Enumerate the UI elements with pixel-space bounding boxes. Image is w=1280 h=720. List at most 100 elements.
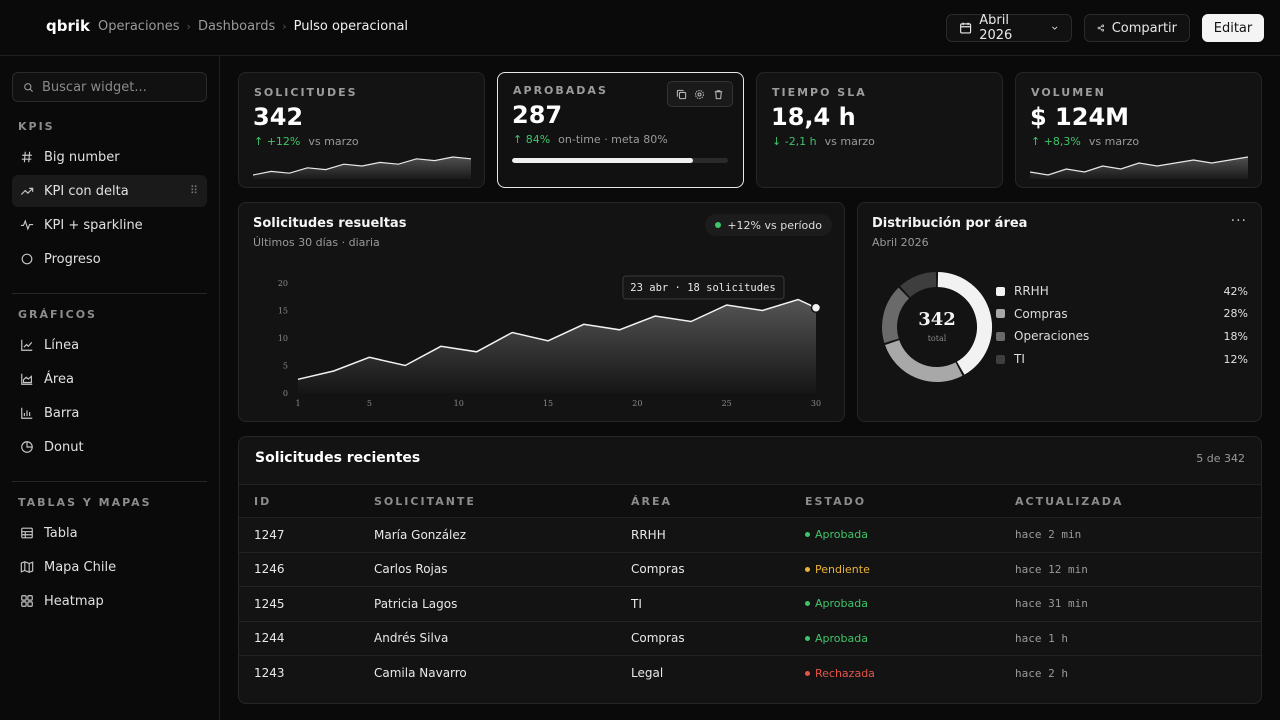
legend-item[interactable]: Compras 28% (996, 304, 1248, 324)
donut-chart[interactable]: 342 total (872, 262, 1002, 392)
donut-slice-compras[interactable] (885, 339, 963, 382)
legend-item[interactable]: RRHH 42% (996, 281, 1248, 301)
status-label: Aprobada (815, 631, 868, 645)
sidebar-item-tabla[interactable]: Tabla (12, 517, 207, 549)
kpi-card-solicitudes[interactable]: SOLICITUDES 342 ↑ +12% vs marzo (238, 72, 485, 188)
data-point-marker[interactable] (810, 302, 822, 313)
sidebar-item-big-number[interactable]: Big number (12, 141, 207, 173)
card-title: Solicitudes resueltas (253, 216, 407, 231)
sidebar-item-linea[interactable]: Línea (12, 329, 207, 361)
line-chart-icon (21, 339, 33, 351)
y-tick-label: 15 (278, 307, 288, 316)
column-header[interactable]: ACTUALIZADA (1000, 484, 1261, 518)
status-dot (805, 670, 810, 676)
column-header[interactable]: ÁREA (616, 484, 790, 518)
breadcrumb: Operaciones › Dashboards › Pulso operaci… (98, 19, 408, 34)
table-icon (21, 527, 33, 539)
column-header[interactable]: SOLICITANTE (359, 484, 616, 518)
trash-icon[interactable] (711, 86, 727, 102)
donut-slice-ti[interactable] (900, 272, 937, 298)
status-dot (805, 566, 810, 572)
status-dot (805, 635, 810, 641)
sidebar-item-progreso[interactable]: Progreso (12, 243, 207, 275)
sidebar-item-donut[interactable]: Donut (12, 431, 207, 463)
sidebar-item-area[interactable]: Área (12, 363, 207, 395)
section-title-tablas: TABLAS Y MAPAS (18, 496, 152, 509)
sidebar-item-barra[interactable]: Barra (12, 397, 207, 429)
legend-item[interactable]: Operaciones 18% (996, 326, 1248, 346)
breadcrumb-item[interactable]: Dashboards (197, 19, 276, 34)
drag-handle-icon[interactable]: ⠿ (189, 184, 198, 197)
widget-search[interactable] (12, 72, 207, 102)
cell-solicitante: María González (359, 517, 616, 553)
status-badge: Rechazada (805, 667, 1000, 680)
progress-fill (512, 158, 694, 163)
more-options-icon[interactable]: ··· (1230, 213, 1247, 229)
cell-area: Compras (616, 621, 790, 656)
tooltip-text: 23 abr · 18 solicitudes (630, 282, 775, 294)
sidebar-item-kpi-delta[interactable]: KPI con delta ⠿ (12, 175, 207, 207)
table-row[interactable]: 1246 Carlos Rojas Compras Pendiente hace 12 … (239, 552, 1261, 587)
sparkline-line (253, 156, 471, 176)
y-tick-label: 0 (283, 389, 288, 398)
column-header[interactable]: ESTADO (790, 484, 1000, 518)
status-label: Rechazada (815, 666, 875, 680)
kpi-delta-value: ↑ +8,3% (1031, 135, 1081, 148)
search-input[interactable] (42, 79, 192, 95)
status-dot (805, 532, 810, 538)
breadcrumb-current: Pulso operacional (293, 19, 409, 34)
table-row[interactable]: 1244 Andrés Silva Compras Aprobada hace 1 h (239, 621, 1261, 656)
table-row[interactable]: 1245 Patricia Lagos TI Aprobada hace 31 min (239, 586, 1261, 622)
cell-actualizada: hace 2 min (1000, 517, 1261, 553)
date-picker-button[interactable]: Abril 2026 (946, 13, 1072, 43)
chart-tooltip: 23 abr · 18 solicitudes (622, 275, 785, 300)
x-tick-label: 10 (454, 399, 464, 408)
calendar-icon (960, 22, 972, 34)
kpi-label: APROBADAS (513, 84, 608, 97)
divider (12, 293, 207, 294)
sidebar-item-heatmap[interactable]: Heatmap (12, 585, 207, 617)
kpi-card-volumen[interactable]: VOLUMEN $ 124M ↑ +8,3% vs marzo (1015, 72, 1262, 188)
breadcrumb-separator-icon: › (186, 20, 191, 33)
donut-center-value: 342 (918, 309, 956, 330)
column-header[interactable]: ID (239, 484, 359, 518)
line-chart-card[interactable]: Solicitudes resueltas Últimos 30 días · … (238, 202, 845, 422)
sidebar-item-label: KPI con delta (44, 183, 129, 199)
trend-up-icon (20, 187, 34, 195)
status-label: Pendiente (815, 562, 870, 576)
table-row[interactable]: 1243 Camila Navarro Legal Rechazada hace 2 h (239, 656, 1261, 691)
sidebar-item-kpi-sparkline[interactable]: KPI + sparkline (12, 209, 207, 241)
kpi-card-aprobadas[interactable]: APROBADAS 287 ↑ 84% on-time · meta 80% (497, 72, 744, 188)
sidebar-item-label: Línea (44, 337, 80, 353)
edit-button[interactable]: Editar (1202, 14, 1264, 42)
kpi-delta-note: vs marzo (308, 135, 359, 148)
copy-icon[interactable] (673, 86, 689, 102)
sidebar-item-mapa-chile[interactable]: Mapa Chile (12, 551, 207, 583)
share-button[interactable]: Compartir (1084, 14, 1190, 42)
status-label: Aprobada (815, 528, 868, 542)
sidebar-item-label: Tabla (44, 525, 78, 541)
pulse-icon (20, 219, 34, 231)
status-badge: Aprobada (805, 632, 1000, 645)
sidebar-item-label: KPI + sparkline (44, 217, 143, 233)
search-icon (24, 82, 34, 92)
breadcrumb-item[interactable]: Operaciones (98, 19, 180, 34)
kpi-card-tiempo-sla[interactable]: TIEMPO SLA 18,4 h ↓ -2,1 h vs marzo (756, 72, 1003, 188)
bar-chart-icon (21, 407, 33, 419)
donut-chart-card[interactable]: Distribución por área Abril 2026 ··· 342… (857, 202, 1262, 422)
settings-icon[interactable] (692, 86, 708, 102)
table-count: 5 de 342 (1196, 452, 1245, 465)
donut-slice-rrhh[interactable] (937, 272, 992, 375)
share-label: Compartir (1111, 20, 1177, 36)
map-icon (20, 561, 34, 573)
donut-slice-operaciones[interactable] (882, 287, 910, 343)
sidebar-item-label: Barra (44, 405, 80, 421)
legend-item[interactable]: TI 12% (996, 349, 1248, 369)
legend-percent: 42% (1223, 284, 1248, 298)
cell-actualizada: hace 12 min (1000, 552, 1261, 587)
kpi-delta: ↑ +12% vs marzo (254, 135, 359, 148)
kpi-label: VOLUMEN (1031, 86, 1106, 99)
table-row[interactable]: 1247 María González RRHH Aprobada hace 2 min (239, 517, 1261, 553)
app-logo[interactable]: qbrik (46, 17, 90, 35)
